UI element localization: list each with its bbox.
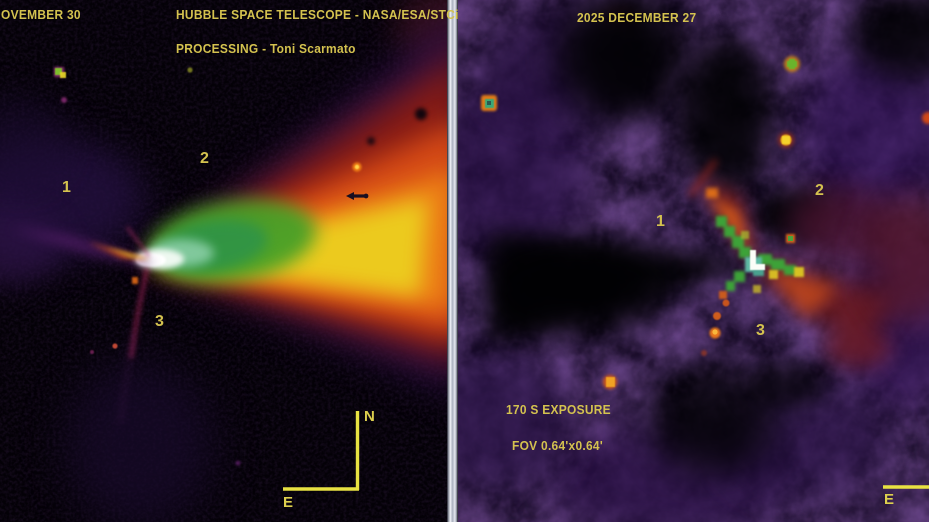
left-image-panel — [0, 0, 447, 522]
comet-nucleus — [745, 250, 765, 276]
panel-divider — [447, 0, 458, 522]
comet-dust-fan — [147, 24, 447, 388]
right-date-label: 2025 DECEMBER 27 — [577, 10, 697, 25]
field-stars-left — [54, 67, 427, 466]
dark-sky-patches — [488, 0, 929, 475]
right-feature-2: 2 — [815, 182, 824, 199]
left-feature-1: 1 — [62, 179, 71, 196]
right-compass-east-label: E — [884, 491, 895, 508]
december-comet-image — [458, 0, 929, 522]
left-compass-east-label: E — [283, 494, 294, 511]
right-feature-1: 1 — [656, 213, 665, 230]
right-feature-3: 3 — [756, 322, 765, 339]
fov-label: FOV 0.64'x0.64' — [512, 438, 603, 453]
dark-arrow-artifact — [346, 192, 369, 200]
november-comet-image — [0, 0, 447, 522]
field-stars-right — [481, 56, 929, 389]
right-image-panel — [458, 0, 929, 522]
left-compass-north-label: N — [364, 408, 375, 425]
left-feature-2: 2 — [200, 150, 209, 167]
compass-left-icon — [283, 411, 360, 491]
processing-credit: PROCESSING - Toni Scarmato — [176, 41, 356, 56]
left-feature-3: 3 — [155, 313, 164, 330]
telescope-title: HUBBLE SPACE TELESCOPE - NASA/ESA/STCi — [176, 7, 459, 22]
comet-anti-tail — [10, 228, 150, 267]
exposure-label: 170 S EXPOSURE — [506, 402, 611, 417]
left-date-label: OVEMBER 30 — [1, 7, 81, 22]
